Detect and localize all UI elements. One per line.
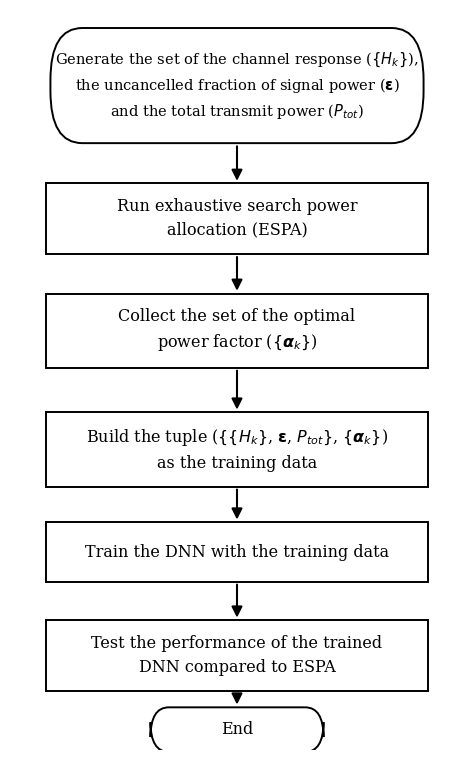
Bar <box>46 412 428 487</box>
Bar <box>46 522 428 582</box>
Bar <box>46 183 428 254</box>
Text: Collect the set of the optimal
power factor ($\{\boldsymbol{\alpha}_k\}$): Collect the set of the optimal power fac… <box>118 308 356 353</box>
Text: End: End <box>221 721 253 738</box>
Bar <box>46 620 428 691</box>
Text: Generate the set of the channel response ($\{\mathit{H}_k\}$),
the uncancelled f: Generate the set of the channel response… <box>55 50 419 121</box>
Text: Train the DNN with the training data: Train the DNN with the training data <box>85 543 389 561</box>
Bar <box>46 293 428 368</box>
Text: Run exhaustive search power
allocation (ESPA): Run exhaustive search power allocation (… <box>117 199 357 239</box>
FancyBboxPatch shape <box>50 28 424 143</box>
FancyBboxPatch shape <box>151 707 323 752</box>
Text: Build the tuple ($\{\{\mathit{H}_k\}$, $\boldsymbol{\varepsilon}$, $\mathit{P}_{: Build the tuple ($\{\{\mathit{H}_k\}$, $… <box>86 428 388 471</box>
Text: Test the performance of the trained
DNN compared to ESPA: Test the performance of the trained DNN … <box>91 635 383 675</box>
